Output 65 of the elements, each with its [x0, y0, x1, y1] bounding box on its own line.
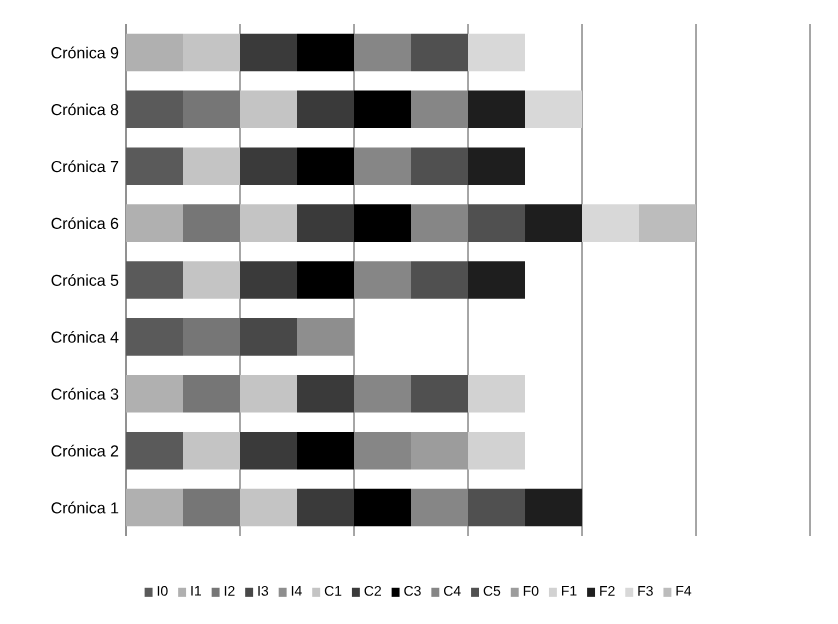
bar	[468, 488, 526, 527]
bar	[297, 375, 355, 413]
bar	[468, 204, 526, 242]
bar	[126, 488, 183, 527]
bar	[183, 261, 240, 299]
bar	[468, 375, 526, 413]
bar	[183, 431, 240, 470]
bar	[411, 431, 469, 470]
bar	[297, 33, 355, 72]
bar	[468, 261, 526, 299]
bar	[297, 204, 355, 242]
bar	[126, 90, 183, 129]
bar	[183, 33, 240, 72]
bar	[126, 33, 183, 72]
bar	[468, 33, 526, 72]
bar	[525, 90, 583, 129]
bar	[354, 431, 412, 470]
bar	[354, 488, 412, 527]
bar	[240, 375, 298, 413]
bar	[411, 90, 469, 129]
bar	[411, 204, 469, 242]
bar	[126, 318, 183, 356]
bar	[126, 431, 183, 470]
bar	[468, 90, 526, 129]
bar	[354, 204, 412, 242]
bar	[240, 90, 298, 129]
bar	[126, 375, 183, 413]
bar	[639, 204, 697, 242]
bar	[354, 375, 412, 413]
bar	[183, 318, 240, 356]
bar	[411, 33, 469, 72]
bar	[126, 147, 183, 185]
bar	[240, 488, 298, 527]
bar	[468, 431, 526, 470]
bar	[126, 204, 183, 242]
bar	[297, 261, 355, 299]
bar	[183, 90, 240, 129]
bar	[240, 318, 298, 356]
bar	[411, 375, 469, 413]
bar	[468, 147, 526, 185]
bar	[183, 375, 240, 413]
bar	[411, 488, 469, 527]
bar	[183, 488, 240, 527]
bar	[411, 261, 469, 299]
bar	[354, 33, 412, 72]
bar	[354, 90, 412, 129]
bar	[183, 204, 240, 242]
bar	[240, 431, 298, 470]
bar	[297, 431, 355, 470]
bar	[240, 204, 298, 242]
bar	[354, 147, 412, 185]
bar	[183, 147, 240, 185]
bar	[297, 90, 355, 129]
bar	[240, 261, 298, 299]
bar	[297, 147, 355, 185]
bar	[240, 147, 298, 185]
bar	[297, 318, 355, 356]
bar	[240, 33, 298, 72]
bar	[354, 261, 412, 299]
bar	[525, 488, 583, 527]
bar	[582, 204, 640, 242]
bar	[297, 488, 355, 527]
bar	[126, 261, 183, 299]
bar	[525, 204, 583, 242]
bar	[411, 147, 469, 185]
